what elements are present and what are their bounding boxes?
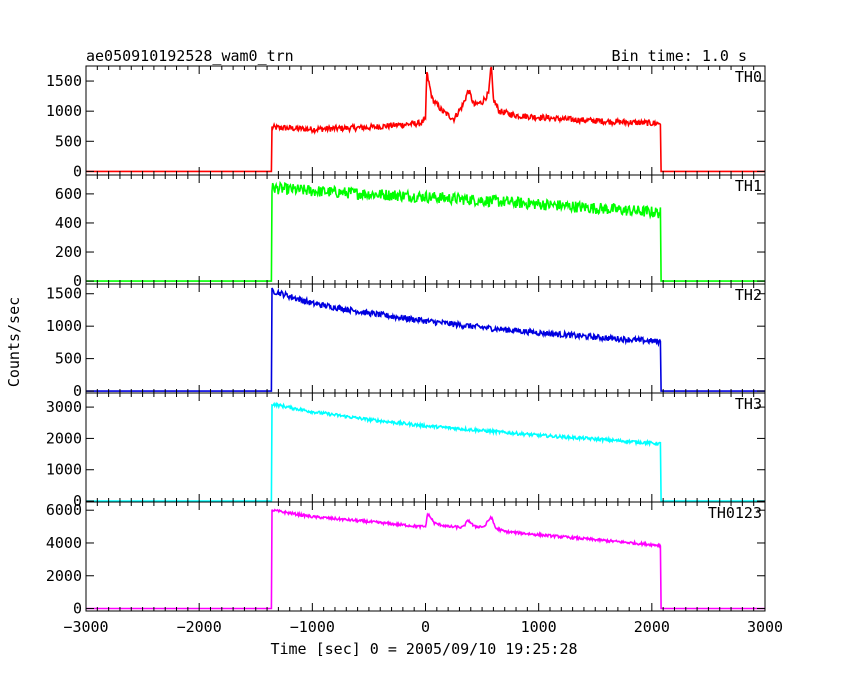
panel-frame <box>85 174 766 285</box>
bin-time-label: Bin time: 1.0 s <box>612 47 747 65</box>
y-tick-label: 1000 <box>46 317 82 335</box>
x-axis-ticks: −3000 −2000 −1000 0 1000 2000 3000 <box>63 618 783 636</box>
y-axis-label: Counts/sec <box>5 297 23 387</box>
y-tick-label: 500 <box>55 350 82 368</box>
series-line-th2 <box>86 287 765 392</box>
x-tick-label: 0 <box>421 618 430 636</box>
panel-label: TH0123 <box>708 504 762 522</box>
y-tick-label: 500 <box>55 132 82 150</box>
panel-label: TH0 <box>735 68 762 86</box>
series-line-th0123 <box>86 508 765 610</box>
series-line-th3 <box>86 401 765 502</box>
panel-frame <box>85 392 766 503</box>
y-tick-label: 1500 <box>46 285 82 303</box>
panel-th0: TH0 0 500 1000 1500 <box>46 65 766 180</box>
y-tick-label: 2000 <box>46 567 82 585</box>
panel-label: TH3 <box>735 395 762 413</box>
y-tick-label: 400 <box>55 214 82 232</box>
y-tick-label: 0 <box>73 272 82 290</box>
panel-th0123: TH0123 0 2000 4000 6000 <box>46 501 766 618</box>
y-tick-label: 1500 <box>46 72 82 90</box>
y-tick-label: 1000 <box>46 102 82 120</box>
panel-th3: TH3 0 1000 2000 3000 <box>46 392 766 510</box>
panel-label: TH1 <box>735 177 762 195</box>
panel-label: TH2 <box>735 286 762 304</box>
x-tick-label: 3000 <box>747 618 783 636</box>
y-tick-label: 200 <box>55 243 82 261</box>
x-axis-label: Time [sec] 0 = 2005/09/10 19:25:28 <box>270 640 577 658</box>
panel-frame <box>85 283 766 394</box>
y-tick-label: 600 <box>55 185 82 203</box>
series-line-th1 <box>86 180 765 282</box>
panel-frame <box>85 65 766 176</box>
panel-th1: TH1 0 200 400 600 <box>55 174 766 290</box>
y-tick-label: 6000 <box>46 501 82 519</box>
panels: TH0 0 500 1000 1500 TH1 0 200 400 600 TH2 0 500 1000 1… <box>46 65 766 618</box>
chart-title: ae050910192528_wam0_trn <box>86 47 294 65</box>
y-tick-label: 0 <box>73 492 82 510</box>
y-tick-label: 2000 <box>46 429 82 447</box>
panel-th2: TH2 0 500 1000 1500 <box>46 283 766 400</box>
x-tick-label: −3000 <box>63 618 108 636</box>
y-tick-label: 0 <box>73 600 82 618</box>
y-tick-label: 4000 <box>46 534 82 552</box>
y-tick-label: 0 <box>73 162 82 180</box>
panel-frame <box>85 501 766 612</box>
series-line-th0 <box>86 66 765 173</box>
y-tick-label: 1000 <box>46 461 82 479</box>
x-tick-label: −2000 <box>177 618 222 636</box>
x-tick-label: 2000 <box>634 618 670 636</box>
y-tick-label: 3000 <box>46 398 82 416</box>
x-tick-label: −1000 <box>290 618 335 636</box>
y-tick-label: 0 <box>73 382 82 400</box>
x-tick-label: 1000 <box>521 618 557 636</box>
